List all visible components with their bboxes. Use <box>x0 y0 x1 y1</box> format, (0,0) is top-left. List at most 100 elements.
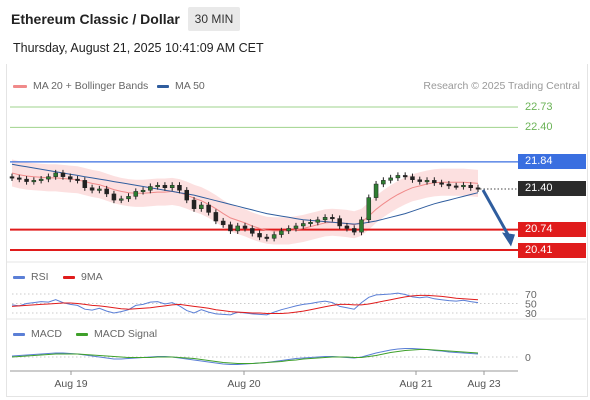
candle-body <box>177 185 182 191</box>
candle-body <box>199 204 204 209</box>
bollinger-band <box>12 159 478 245</box>
ma50-swatch <box>157 84 169 88</box>
candle-body <box>424 180 430 183</box>
legend-macd-signal: MACD Signal <box>76 328 157 340</box>
x-axis-label: Aug 23 <box>467 378 500 390</box>
candle-body <box>68 176 73 180</box>
price-tag-support-2: 20.41 <box>518 243 586 258</box>
candle-body <box>126 196 131 200</box>
chart-frame <box>6 64 588 397</box>
candle-body <box>104 188 109 195</box>
candle-body <box>446 183 452 187</box>
candle-body <box>213 212 219 222</box>
price-tag-target-1: 22.73 <box>525 101 553 113</box>
candle-body <box>315 219 321 223</box>
candle-body <box>271 234 277 239</box>
candle-body <box>118 198 124 201</box>
candle-body <box>97 188 102 191</box>
candle-body <box>17 177 22 180</box>
candle-body <box>279 230 284 235</box>
macd-zero-label: 0 <box>525 352 531 364</box>
candle-body <box>133 191 139 197</box>
timestamp: Thursday, August 21, 2025 10:41:09 AM CE… <box>13 41 264 55</box>
candle-body <box>46 176 51 180</box>
candle-body <box>75 178 80 181</box>
candle-body <box>432 180 437 184</box>
candle-body <box>9 176 15 179</box>
legend-label: MACD Signal <box>94 328 158 340</box>
legend-label: MA 50 <box>175 80 205 92</box>
candle-body <box>89 187 95 191</box>
legend-label: MACD <box>31 328 62 340</box>
candle-body <box>322 217 328 221</box>
instrument-title: Ethereum Classic / Dollar <box>11 11 180 27</box>
price-tag-support-1: 20.74 <box>518 222 586 237</box>
ma20-swatch <box>13 84 27 88</box>
legend-label: RSI <box>31 271 49 283</box>
candle-body <box>402 175 408 178</box>
candle-body <box>148 186 153 191</box>
projection-arrow-head <box>502 232 515 247</box>
price-tag-last: 21.40 <box>518 181 586 196</box>
candle-body <box>475 187 481 190</box>
legend-9ma: 9MA <box>63 271 103 283</box>
candle-body <box>381 180 386 185</box>
candle-body <box>24 178 29 182</box>
candle-body <box>82 180 88 188</box>
macd-swatch <box>13 332 25 336</box>
rsi-level-label: 70 <box>525 289 537 301</box>
legend-label: MA 20 + Bollinger Bands <box>33 80 149 92</box>
x-axis-label: Aug 19 <box>54 378 87 390</box>
legend-label: 9MA <box>81 271 103 283</box>
candle-body <box>53 172 58 177</box>
legend-macd: MACD <box>13 328 62 340</box>
x-axis-label: Aug 21 <box>399 378 432 390</box>
candle-body <box>155 185 160 188</box>
candle-body <box>359 219 364 233</box>
candle-body <box>38 178 44 181</box>
candle-body <box>373 183 379 198</box>
x-axis-label: Aug 20 <box>227 378 260 390</box>
projection-arrow <box>481 189 511 238</box>
candle-body <box>206 204 211 213</box>
legend-ma20-bollinger: MA 20 + Bollinger Bands <box>13 80 148 92</box>
candle-body <box>60 172 66 177</box>
macd-line <box>11 348 479 365</box>
candle-body <box>169 185 175 188</box>
candle-body <box>330 217 335 220</box>
macd-signal-swatch <box>76 332 88 336</box>
candle-body <box>220 220 226 225</box>
candle-body <box>242 225 248 229</box>
candle-body <box>344 225 350 229</box>
price-tag-pivot: 21.84 <box>518 154 586 169</box>
candle-body <box>461 185 466 188</box>
rsi-level-label: 50 <box>525 299 537 311</box>
rsi-swatch <box>13 275 25 279</box>
candle-body <box>162 185 168 188</box>
9ma-swatch <box>63 275 75 279</box>
rsi-9ma-line <box>11 294 479 314</box>
candle-body <box>264 236 270 239</box>
candle-body <box>439 182 444 185</box>
macd-signal-line <box>11 349 479 364</box>
candle-body <box>140 189 146 192</box>
candle-body <box>250 228 255 234</box>
candle-body <box>410 176 415 180</box>
timeframe-badge[interactable]: 30 MIN <box>188 7 240 31</box>
candle-body <box>228 224 233 232</box>
candle-body <box>366 197 372 221</box>
candle-body <box>191 199 197 209</box>
ma50-line <box>11 163 479 225</box>
research-credit: Research © 2025 Trading Central <box>423 80 580 92</box>
candle-body <box>235 225 240 232</box>
chart-header: Ethereum Classic / Dollar 30 MIN <box>0 0 590 38</box>
candle-body <box>417 179 422 182</box>
candle-body <box>468 185 473 188</box>
legend-ma50: MA 50 <box>157 80 205 92</box>
candle-body <box>257 233 262 238</box>
candle-body <box>301 223 306 227</box>
candle-body <box>111 193 117 201</box>
legend-rsi: RSI <box>13 271 49 283</box>
candle-body <box>308 222 313 225</box>
